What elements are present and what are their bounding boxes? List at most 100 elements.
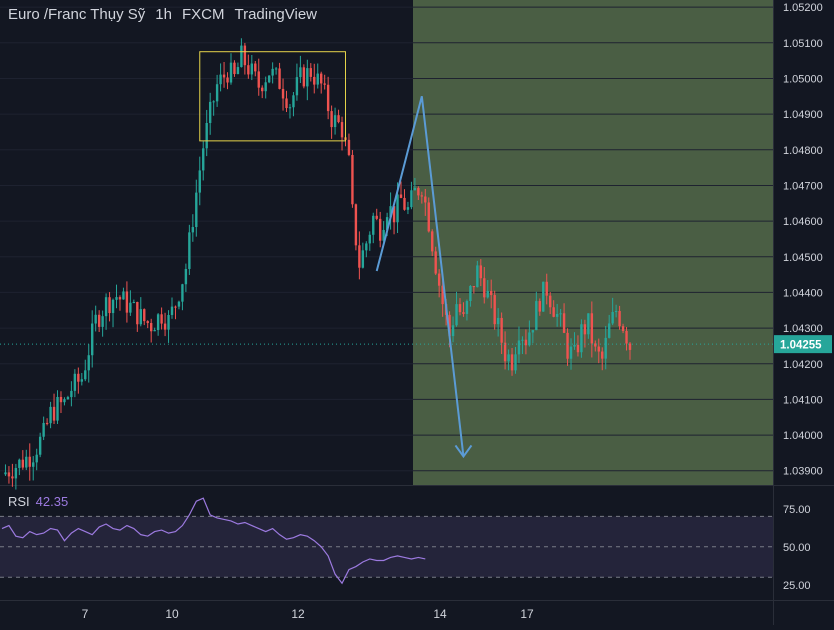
price-tick-label: 1.04600 — [783, 216, 823, 228]
candle-body — [403, 197, 406, 210]
candle — [434, 246, 437, 276]
candle-body — [208, 101, 212, 123]
candle-body — [548, 295, 552, 308]
candle-body — [569, 346, 573, 359]
price-tick-label: 1.05200 — [783, 2, 823, 14]
rsi-legend[interactable]: RSI 42.35 — [8, 494, 68, 509]
candle-body — [601, 351, 604, 359]
candle — [295, 63, 299, 101]
candle-body — [56, 396, 59, 421]
candle — [267, 75, 271, 84]
candle — [406, 201, 410, 215]
candle — [538, 298, 541, 316]
candle — [403, 189, 406, 211]
candle-body — [52, 406, 56, 421]
candle-body — [14, 467, 18, 479]
candle-body — [243, 45, 247, 66]
candle — [490, 279, 493, 309]
candle — [566, 328, 569, 366]
candle-body — [236, 67, 240, 75]
candle-body — [358, 245, 361, 268]
candle — [195, 179, 198, 237]
candle-body — [63, 399, 66, 403]
candle — [628, 342, 632, 360]
candle — [555, 303, 559, 327]
candle — [115, 284, 118, 309]
candle-body — [587, 313, 590, 335]
candle-body — [580, 324, 583, 353]
candle — [503, 331, 507, 370]
candle-body — [559, 313, 562, 315]
candle-body — [222, 74, 226, 78]
candle — [45, 418, 49, 426]
candle-body — [486, 290, 489, 298]
candle-body — [84, 370, 87, 380]
time-tick-label: 12 — [291, 607, 305, 621]
candle-body — [573, 344, 576, 347]
candle-body — [465, 300, 469, 314]
candle — [368, 231, 371, 251]
candle — [476, 260, 479, 288]
candle-body — [278, 68, 281, 89]
candle-body — [385, 217, 389, 230]
candle — [25, 449, 28, 471]
candle — [455, 291, 458, 327]
candle-body — [160, 314, 163, 324]
candle-body — [125, 291, 129, 313]
candle-body — [483, 278, 486, 298]
candle — [205, 109, 208, 157]
candle — [604, 325, 607, 370]
symbol-title[interactable]: Euro /Franc Thụy Sỹ — [8, 6, 146, 23]
candle — [340, 116, 344, 151]
range-box — [199, 51, 346, 142]
candle-body — [458, 304, 462, 313]
candle-body — [431, 231, 434, 252]
last-price-tag — [774, 335, 832, 354]
interval-label[interactable]: 1h — [155, 6, 172, 23]
candle — [143, 308, 146, 326]
candle — [320, 71, 323, 94]
candle — [181, 283, 184, 311]
candle — [458, 298, 462, 316]
candle — [191, 214, 195, 242]
candle-body — [267, 75, 271, 83]
candle-body — [7, 472, 11, 477]
candle-body — [420, 195, 424, 197]
candle — [243, 42, 247, 75]
price-tick-label: 1.04100 — [783, 394, 823, 406]
candle-body — [510, 354, 514, 371]
candle — [313, 63, 316, 94]
candle-body — [195, 192, 198, 228]
candle-body — [45, 422, 49, 424]
candle — [479, 259, 483, 287]
candle-body — [542, 281, 545, 312]
time-tick-label: 17 — [520, 607, 534, 621]
candle-body — [136, 302, 139, 325]
candle-body — [229, 62, 233, 83]
candle — [7, 466, 11, 484]
candle-body — [455, 304, 458, 326]
candle-body — [479, 265, 483, 279]
candle — [35, 448, 38, 471]
candle-body — [535, 301, 538, 331]
candle — [163, 312, 167, 337]
candle-body — [316, 73, 319, 85]
candle-body — [378, 218, 382, 241]
arrow-head — [454, 444, 473, 459]
candle-body — [80, 379, 84, 382]
candle — [254, 60, 257, 77]
candle — [347, 133, 351, 157]
candle-body — [28, 456, 31, 467]
candle-body — [281, 88, 285, 99]
candle — [594, 340, 597, 352]
candle-body — [285, 98, 288, 109]
candle-body — [295, 77, 299, 96]
candle — [222, 61, 226, 88]
candle — [548, 292, 552, 315]
candle — [576, 335, 580, 357]
candle-body — [302, 67, 306, 87]
candle — [424, 188, 427, 216]
candle — [125, 281, 129, 323]
